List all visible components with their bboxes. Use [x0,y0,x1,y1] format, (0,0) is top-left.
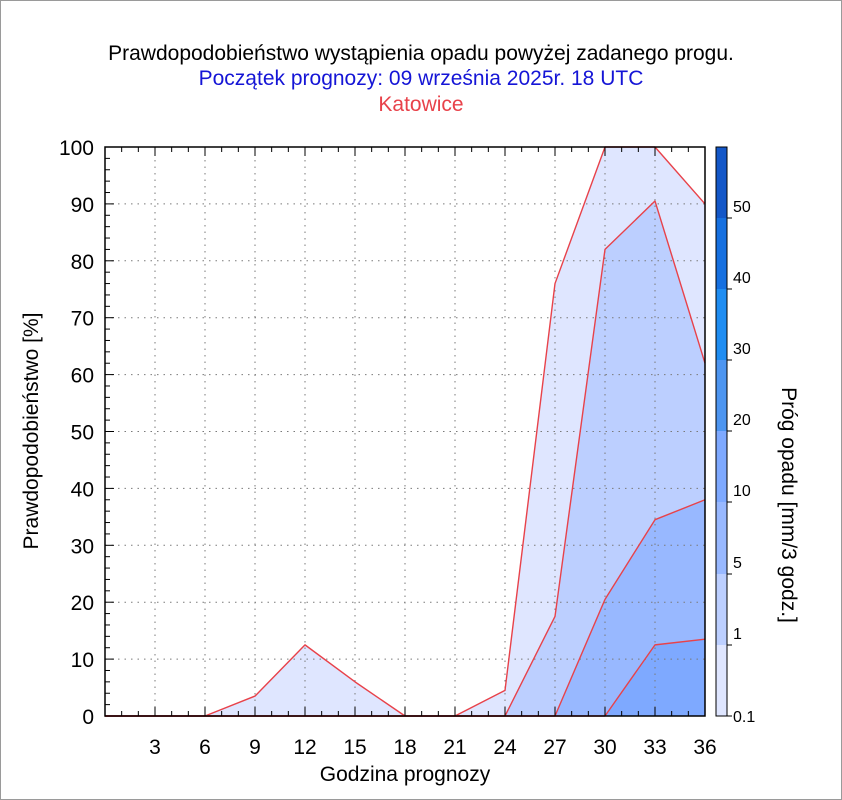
y-tick-label-70: 70 [71,308,94,331]
colorbar-segment-5 [716,289,727,360]
colorbar-level-50: 50 [733,199,751,216]
y-tick-label-0: 0 [82,706,94,729]
area-threshold-10 [105,639,705,716]
x-tick-label-27: 27 [543,736,566,759]
chart-subtitle: Początek prognozy: 09 września 2025r. 18… [198,67,644,90]
y-tick-label-50: 50 [71,422,94,445]
y-tick-label-40: 40 [71,478,94,501]
colorbar-segment-7 [716,147,727,218]
x-tick-labels: 3 6 9 12 15 18 21 24 27 30 33 36 [149,736,717,759]
y-tick-labels: 0 10 20 30 40 50 60 70 80 90 100 [59,137,94,729]
y-tick-label-60: 60 [71,365,94,388]
colorbar-level-30: 30 [733,341,751,358]
colorbar-level-0_1: 0.1 [733,709,755,726]
colorbar-level-40: 40 [733,270,751,287]
x-tick-label-9: 9 [249,736,261,759]
colorbar-level-20: 20 [733,412,751,429]
x-tick-label-3: 3 [149,736,161,759]
colorbar-segment-3 [716,431,727,502]
colorbar-segment-4 [716,360,727,431]
x-tick-label-33: 33 [643,736,666,759]
colorbar-level-10: 10 [733,483,751,500]
x-tick-label-21: 21 [443,736,466,759]
colorbar-level-5: 5 [733,555,742,572]
x-tick-label-12: 12 [293,736,316,759]
colorbar-segment-0 [716,645,727,716]
chart-location: Katowice [378,93,464,116]
colorbar-segment-1 [716,574,727,645]
y-tick-label-80: 80 [71,251,94,274]
colorbar [715,146,732,717]
y-tick-label-30: 30 [71,535,94,558]
y-tick-label-10: 10 [71,649,94,672]
y-tick-label-100: 100 [59,137,94,160]
y-tick-label-90: 90 [71,194,94,217]
colorbar-level-1: 1 [733,626,742,643]
x-tick-label-24: 24 [493,736,517,759]
x-tick-label-15: 15 [343,736,366,759]
axis-ticks [104,146,706,717]
colorbar-labels: 0.1 1 5 10 20 30 40 50 [733,199,755,726]
colorbar-label: Próg opadu [mm/3 godz.] [777,387,800,623]
x-axis-label: Godzina prognozy [320,763,491,786]
x-tick-label-6: 6 [199,736,211,759]
x-tick-label-18: 18 [393,736,416,759]
x-tick-label-30: 30 [593,736,616,759]
x-tick-label-36: 36 [693,736,716,759]
chart-title: Prawdopodobieństwo wystąpienia opadu pow… [108,42,734,65]
y-axis-label: Prawdopodobieństwo [%] [20,313,43,550]
y-tick-label-20: 20 [71,592,94,615]
colorbar-segment-2 [716,502,727,574]
colorbar-segment-6 [716,218,727,289]
